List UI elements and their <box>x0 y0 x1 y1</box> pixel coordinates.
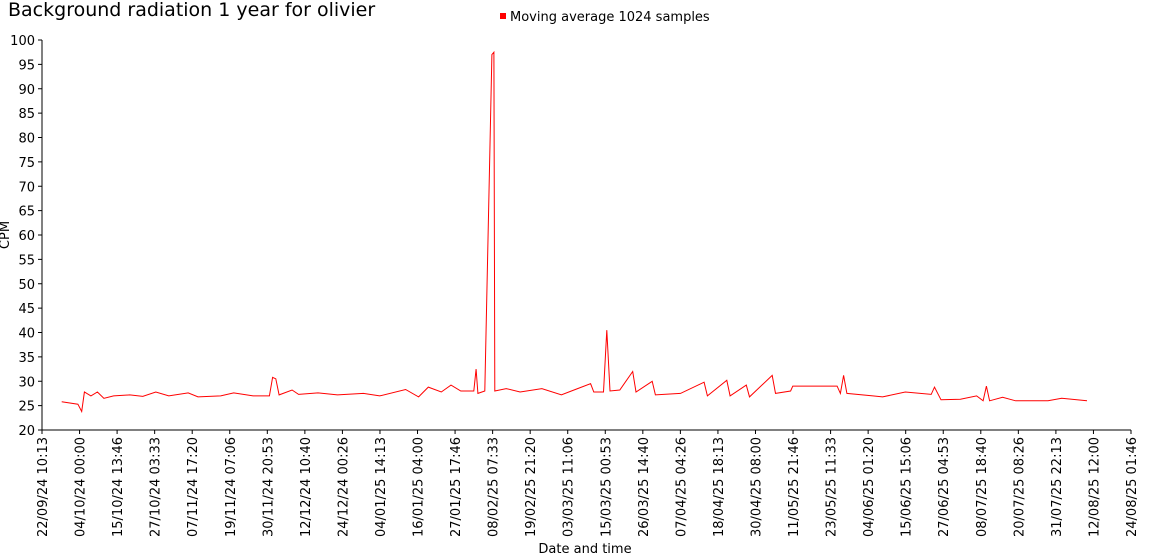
legend-label: Moving average 1024 samples <box>510 10 710 25</box>
y-tick-label: 85 <box>18 107 35 122</box>
x-tick-label: 27/10/24 03:33 <box>149 437 164 537</box>
y-tick-label: 55 <box>18 253 35 268</box>
y-tick-label: 65 <box>18 205 35 220</box>
y-tick-label: 70 <box>18 180 35 195</box>
x-tick-label: 27/01/25 17:46 <box>449 437 464 537</box>
x-tick-label: 31/07/25 22:13 <box>1050 437 1065 537</box>
y-tick-label: 20 <box>18 424 35 439</box>
legend-swatch <box>500 13 506 19</box>
x-tick-label: 03/03/25 11:06 <box>562 437 577 537</box>
x-tick-label: 27/06/25 04:53 <box>937 437 952 537</box>
y-tick-label: 90 <box>18 83 35 98</box>
x-tick-label: 18/04/25 18:13 <box>712 437 727 537</box>
x-tick-label: 30/04/25 08:00 <box>749 437 764 537</box>
x-tick-label: 04/10/24 00:00 <box>74 437 89 537</box>
x-tick-label: 15/06/25 15:06 <box>900 437 915 537</box>
x-tick-label: 16/01/25 04:00 <box>412 437 427 537</box>
x-tick-label: 15/03/25 00:53 <box>599 437 614 537</box>
y-tick-label: 40 <box>18 327 35 342</box>
y-tick-label: 60 <box>18 229 35 244</box>
x-tick-label: 11/05/25 21:46 <box>787 437 802 537</box>
x-tick-label: 08/07/25 18:40 <box>975 437 990 537</box>
y-axis-label: CPM <box>0 221 13 249</box>
x-tick-label: 24/12/24 00:26 <box>336 437 351 537</box>
y-tick-label: 100 <box>10 34 35 49</box>
chart-title: Background radiation 1 year for olivier <box>8 0 375 21</box>
x-tick-label: 04/01/25 14:13 <box>374 437 389 537</box>
x-tick-label: 15/10/24 13:46 <box>111 437 126 537</box>
y-tick-label: 75 <box>18 156 35 171</box>
y-tick-label: 95 <box>18 58 35 73</box>
x-tick-label: 24/08/25 01:46 <box>1125 437 1140 537</box>
x-tick-label: 23/05/25 11:33 <box>825 437 840 537</box>
x-tick-label: 07/04/25 04:26 <box>674 437 689 537</box>
x-tick-label: 30/11/24 20:53 <box>261 437 276 537</box>
x-axis-label: Date and time <box>538 542 631 557</box>
x-tick-label: 04/06/25 01:20 <box>862 437 877 537</box>
data-line <box>61 50 1088 414</box>
y-tick-label: 35 <box>18 351 35 366</box>
y-tick-label: 50 <box>18 278 35 293</box>
x-tick-label: 12/08/25 12:00 <box>1087 437 1102 537</box>
x-tick-label: 12/12/24 10:40 <box>299 437 314 537</box>
x-tick-label: 19/11/24 07:06 <box>224 437 239 537</box>
y-tick-label: 80 <box>18 132 35 147</box>
x-tick-label: 08/02/25 07:33 <box>487 437 502 537</box>
x-tick-label: 20/07/25 08:26 <box>1012 437 1027 537</box>
y-tick-label: 30 <box>18 375 35 390</box>
y-tick-label: 45 <box>18 302 35 317</box>
y-tick-label: 25 <box>18 400 35 415</box>
x-tick-label: 26/03/25 14:40 <box>637 437 652 537</box>
x-tick-label: 22/09/24 10:13 <box>36 437 51 537</box>
x-tick-label: 07/11/24 17:20 <box>186 437 201 537</box>
x-tick-label: 19/02/25 21:20 <box>524 437 539 537</box>
